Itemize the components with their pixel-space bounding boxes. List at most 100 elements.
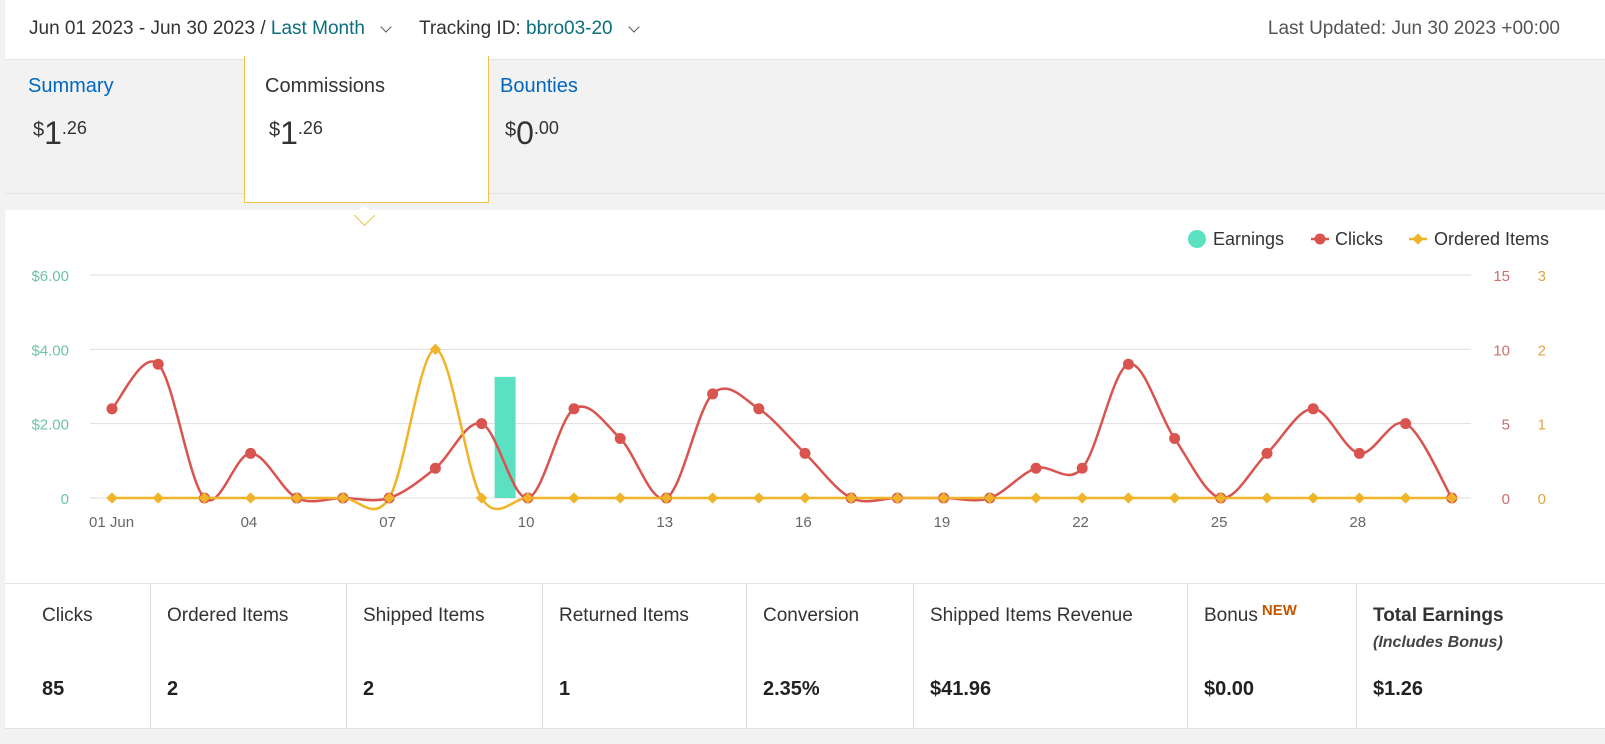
tab-label: Commissions	[265, 75, 386, 97]
x-tick-label: 07	[379, 514, 396, 531]
clicks-point	[429, 462, 441, 474]
ordered-items-point	[1168, 492, 1181, 504]
ordered-items-point	[429, 343, 442, 355]
clicks-point	[707, 388, 719, 400]
tab-summary[interactable]: Summary $1.26	[28, 60, 228, 193]
tab-commissions[interactable]: Commissions $1.26	[244, 56, 489, 203]
ordered-items-point	[1261, 492, 1273, 504]
metric-returned-items: Returned Items 1	[543, 584, 747, 728]
metric-total-earnings: Total Earnings (Includes Bonus) $1.26	[1357, 584, 1605, 728]
ordered-items-point	[1353, 492, 1366, 504]
metric-label: Bonus NEW	[1204, 602, 1297, 626]
tab-bounties[interactable]: Bounties $0.00	[500, 60, 700, 193]
last-updated: Last Updated: Jun 30 2023 +00:00	[1267, 18, 1560, 39]
ordered-items-point	[522, 492, 534, 504]
ordered-items-point	[198, 492, 211, 504]
ordered-items-point	[244, 492, 257, 504]
ordered-items-point	[845, 492, 857, 504]
clicks-point	[1030, 462, 1042, 474]
ordered-items-point	[1446, 492, 1458, 504]
clicks-point	[1400, 418, 1412, 430]
metric-value: $0.00	[1204, 678, 1255, 700]
ordered-items-point	[475, 492, 488, 504]
chart-panel: 0 0 0 $2.00 5 1 $4.00 10 2 $6.00 15 3 01 Jun 04 07 10 13…	[5, 210, 1605, 583]
x-tick-label: 16	[795, 514, 812, 531]
ordered-items-point	[383, 492, 395, 504]
tracking-id-selector[interactable]: Tracking ID: bbro03-20	[419, 18, 640, 40]
metrics-summary: Clicks 85 Ordered Items 2 Shipped Items …	[5, 583, 1605, 729]
ordered-items-point	[984, 492, 996, 504]
ordered-items-point	[1307, 492, 1319, 504]
ordered-items-point	[937, 492, 950, 504]
x-tick-label: 13	[656, 514, 673, 531]
legend-earnings-label: Earnings	[1213, 229, 1284, 249]
metric-value: 1	[559, 678, 571, 700]
clicks-point	[1307, 403, 1319, 415]
y-tick-right-items: 2	[1538, 342, 1546, 359]
date-range-selector[interactable]: Jun 01 2023 - Jun 30 2023 / Last Month	[29, 18, 392, 40]
y-tick-right-clicks: 0	[1502, 491, 1510, 508]
ordered-items-point	[1030, 492, 1042, 504]
clicks-point	[753, 403, 765, 415]
earnings-bar	[494, 376, 516, 498]
ordered-items-point	[291, 492, 303, 504]
metric-value: $1.26	[1373, 678, 1424, 700]
x-tick-label: 22	[1072, 514, 1089, 531]
y-tick-right-clicks: 10	[1493, 342, 1510, 359]
y-tick-left: $4.00	[31, 342, 69, 359]
date-range-text: Jun 01 2023 - Jun 30 2023 /	[29, 18, 266, 39]
x-tick-label: 10	[518, 514, 535, 531]
legend-earnings-marker	[1188, 230, 1206, 248]
metric-label: Clicks	[42, 605, 93, 626]
x-tick-label: 25	[1211, 514, 1228, 531]
ordered-items-point	[1215, 492, 1227, 504]
y-tick-left: $2.00	[31, 417, 69, 434]
y-tick-left: 0	[61, 491, 69, 508]
clicks-point	[476, 418, 488, 430]
new-badge: NEW	[1261, 602, 1297, 619]
metric-shipped-revenue: Shipped Items Revenue $41.96	[914, 584, 1188, 728]
legend-ordered-label: Ordered Items	[1434, 229, 1549, 249]
clicks-point	[152, 358, 164, 370]
y-tick-left: $6.00	[31, 268, 69, 285]
ordered-items-point	[753, 492, 765, 504]
metric-label: Ordered Items	[167, 605, 289, 626]
chevron-down-icon	[628, 21, 640, 33]
metric-value: 2	[363, 678, 375, 700]
metric-ordered-items: Ordered Items 2	[151, 584, 347, 728]
clicks-point	[106, 403, 118, 415]
tab-amount: $0.00	[505, 115, 559, 151]
range-label: Last Month	[270, 18, 365, 39]
y-tick-right-clicks: 15	[1493, 268, 1510, 285]
metric-shipped-items: Shipped Items 2	[347, 584, 543, 728]
metric-bonus: Bonus NEW $0.00	[1188, 584, 1357, 728]
clicks-point	[568, 403, 580, 415]
clicks-point	[1122, 358, 1134, 370]
ordered-items-point	[1122, 492, 1135, 504]
ordered-items-point	[1399, 492, 1412, 504]
chevron-down-icon	[380, 21, 392, 33]
metric-conversion: Conversion 2.35%	[747, 584, 914, 728]
ordered-items-point	[706, 492, 719, 504]
tab-amount: $1.26	[33, 115, 87, 151]
metric-label: Total Earnings	[1373, 605, 1504, 626]
metric-label: Shipped Items	[363, 605, 485, 626]
report-header: Jun 01 2023 - Jun 30 2023 / Last Month T…	[5, 0, 1605, 60]
metric-sublabel: (Includes Bonus)	[1373, 634, 1503, 651]
y-tick-right-clicks: 5	[1502, 417, 1510, 434]
ordered-items-point	[799, 492, 811, 504]
tab-amount: $1.26	[269, 115, 323, 151]
x-tick-label: 19	[934, 514, 951, 531]
x-tick-label: 28	[1349, 514, 1366, 531]
metric-value: 2	[167, 678, 179, 700]
legend-ordered-marker	[1412, 233, 1424, 245]
tracking-id-label: Tracking ID:	[419, 18, 521, 39]
clicks-point	[245, 447, 257, 459]
metric-label: Shipped Items Revenue	[930, 605, 1133, 626]
ordered-items-point	[660, 492, 673, 504]
clicks-point	[1076, 462, 1088, 474]
metric-clicks: Clicks 85	[5, 584, 151, 728]
y-tick-right-items: 3	[1538, 268, 1546, 285]
performance-chart: 0 0 0 $2.00 5 1 $4.00 10 2 $6.00 15 3 01 Jun 04 07 10 13…	[31, 229, 1549, 531]
legend-clicks-label: Clicks	[1335, 229, 1383, 249]
